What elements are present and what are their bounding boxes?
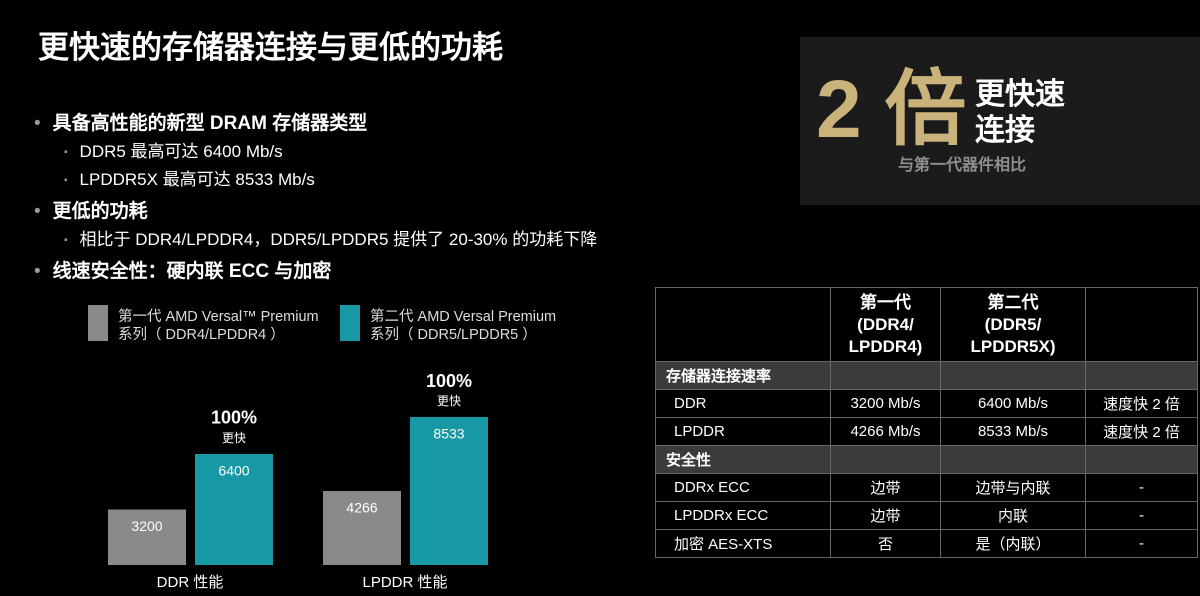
callout-line: 连接: [975, 114, 1035, 147]
table-row: 加密 AES-XTS 否是（内联） -: [655, 529, 1198, 558]
bar-value-label: 6400: [218, 463, 249, 479]
x-tick-label: LPDDR 性能: [362, 574, 447, 591]
header-cell: [1085, 287, 1198, 362]
legend-label: 第一代 AMD Versal™ Premium 系列（ DDR4/LPDDR4 …: [118, 309, 319, 343]
bullet: 线速安全性：硬内联 ECC 与加密: [34, 257, 754, 286]
section-cell: [830, 445, 941, 474]
section-title: 存储器连接速率: [655, 361, 831, 390]
header-cell: 第二代 (DDR5/ LPDDR5X): [940, 287, 1086, 362]
table-cell: 速度快 2 倍: [1085, 389, 1198, 418]
section-cell: [1085, 445, 1198, 474]
table-cell: 6400 Mb/s: [940, 389, 1086, 418]
section-row: 存储器连接速率: [655, 361, 1198, 390]
callout-big: 2 倍: [816, 64, 967, 155]
bullet: 具备高性能的新型 DRAM 存储器类型: [34, 109, 754, 138]
section-cell: [1085, 361, 1198, 390]
callout-box: 2 倍 更快速 连接 与第一代器件相比: [800, 37, 1200, 205]
header-cell: 第一代 (DDR4/ LPDDR4): [830, 287, 941, 362]
section-cell: [830, 361, 941, 390]
header-row: 第一代 (DDR4/ LPDDR4) 第二代 (DDR5/ LPDDR5X): [655, 287, 1198, 362]
callout-note: 与第一代器件相比: [898, 157, 1027, 174]
table-row: DDR 3200 Mb/s 6400 Mb/s 速度快 2 倍: [655, 389, 1198, 418]
annotation: 100%: [211, 408, 257, 428]
table-cell: DDRx ECC: [655, 473, 831, 502]
bar: [410, 417, 488, 565]
legend-swatch: [88, 305, 108, 341]
table-cell: LPDDRx ECC: [655, 501, 831, 530]
table-cell: DDR: [655, 389, 831, 418]
header-cell: [655, 287, 831, 362]
table-cell: 边带: [830, 501, 941, 530]
table-row: LPDDRx ECC 边带 内联 -: [655, 501, 1198, 530]
sub-bullet: 相比于 DDR4/LPDDR4，DDR5/LPDDR5 提供了 20-30% 的…: [34, 226, 754, 254]
table-cell: -: [1085, 473, 1198, 502]
legend-swatch: [340, 305, 360, 341]
table-row: LPDDR 4266 Mb/s 8533 Mb/s 速度快 2 倍: [655, 417, 1198, 446]
table-cell: 内联: [940, 501, 1086, 530]
table-cell: -: [1085, 529, 1198, 558]
bar-value-label: 8533: [433, 426, 464, 442]
section-title: 安全性: [655, 445, 831, 474]
comparison-table: 第一代 (DDR4/ LPDDR4) 第二代 (DDR5/ LPDDR5X) 存储器…: [655, 287, 1198, 558]
section-cell: [940, 445, 1086, 474]
bar: [323, 491, 401, 565]
bar-value-label: 4266: [346, 500, 377, 516]
table-cell: 是（内联）: [940, 529, 1086, 558]
table-cell: 加密 AES-XTS: [655, 529, 831, 558]
slide-title: 更快速的存储器连接与更低的功耗: [38, 30, 503, 65]
annotation: 100%: [426, 371, 472, 391]
callout-line: 更快速: [975, 78, 1065, 111]
table-row: DDRx ECC 边带 边带与内联 -: [655, 473, 1198, 502]
bar-value-label: 3200: [131, 518, 162, 534]
table-cell: 边带与内联: [940, 473, 1086, 502]
section-row: 安全性: [655, 445, 1198, 474]
sub-bullet: LPDDR5X 最高可达 8533 Mb/s: [34, 166, 754, 194]
table-cell: 4266 Mb/s: [830, 417, 941, 446]
table-cell: 否: [830, 529, 941, 558]
bar: [108, 509, 186, 565]
table-cell: LPDDR: [655, 417, 831, 446]
bar: [195, 453, 273, 565]
section-cell: [940, 361, 1086, 390]
callout-lines: 更快速 连接: [975, 77, 1065, 149]
table-cell: 边带: [830, 473, 941, 502]
bullet-list: 具备高性能的新型 DRAM 存储器类型DDR5 最高可达 6400 Mb/sLP…: [34, 106, 754, 286]
table-cell: 3200 Mb/s: [830, 389, 941, 418]
legend-label: 第二代 AMD Versal Premium 系列（ DDR5/LPDDR5 ）: [370, 309, 557, 343]
sub-bullet: DDR5 最高可达 6400 Mb/s: [34, 138, 754, 166]
table-cell: -: [1085, 501, 1198, 530]
annotation-sub: 更快: [222, 431, 246, 445]
annotation-sub: 更快: [437, 394, 461, 408]
bullet: 更低的功耗: [34, 197, 754, 226]
x-tick-label: DDR 性能: [157, 574, 224, 591]
table-cell: 速度快 2 倍: [1085, 417, 1198, 446]
table-cell: 8533 Mb/s: [940, 417, 1086, 446]
